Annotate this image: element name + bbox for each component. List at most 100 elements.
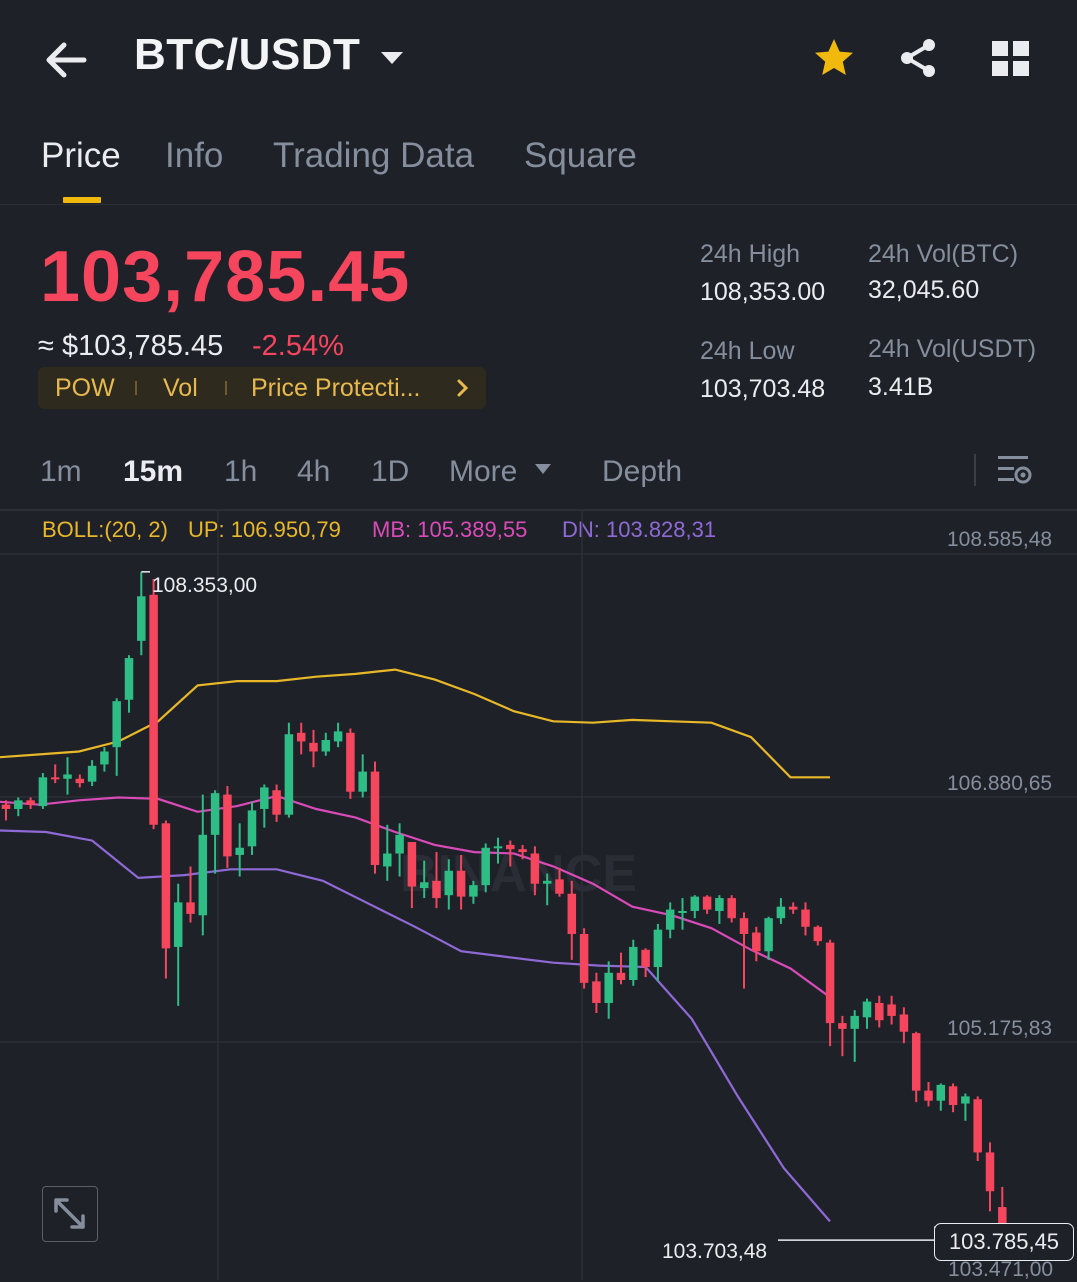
candle-body — [247, 810, 257, 847]
y-axis-label: 106.880,65 — [947, 772, 1052, 795]
candle-body — [358, 771, 367, 792]
divider — [0, 509, 1077, 511]
price-change-percent: -2.54% — [252, 330, 344, 362]
candle-body — [616, 972, 626, 980]
back-arrow-icon[interactable] — [40, 34, 92, 86]
candle-body — [210, 793, 220, 835]
current-price-tag[interactable]: 103.785,45 — [934, 1223, 1074, 1261]
candle-body — [936, 1084, 946, 1101]
caret-down-icon[interactable] — [533, 462, 553, 476]
stat-24h-vol-btc-label: 24h Vol(BTC) — [868, 240, 1019, 268]
last-price: 103,785.45 — [40, 237, 411, 317]
candle-body — [838, 1023, 847, 1029]
chart-grid — [0, 511, 1077, 1280]
stat-24h-vol-usdt-label: 24h Vol(USDT) — [868, 335, 1037, 363]
tab-trading-data[interactable]: Trading Data — [273, 136, 475, 175]
candle-body — [26, 800, 35, 805]
candle-body — [629, 946, 638, 980]
interval-1m[interactable]: 1m — [40, 455, 82, 488]
tag-bar[interactable]: POW Vol Price Protecti... — [38, 367, 486, 409]
divider — [974, 454, 976, 486]
candle-body — [825, 942, 835, 1024]
high-price-marker-label: 108.353,00 — [152, 574, 258, 597]
boll-lower-band — [0, 829, 831, 1223]
candle-body — [63, 774, 72, 779]
candle-body — [592, 981, 601, 1003]
tag-price-protection[interactable]: Price Protecti... — [251, 374, 421, 402]
expand-icon — [54, 1198, 85, 1229]
candle-body — [112, 701, 121, 748]
candle-body — [223, 794, 232, 857]
candle-body — [87, 765, 97, 782]
candle-body — [469, 885, 478, 897]
candle-body — [801, 909, 810, 927]
candle-body — [567, 893, 577, 934]
candle-body — [456, 870, 466, 897]
pair-title[interactable]: BTC/USDT — [134, 30, 361, 79]
candle-body — [727, 898, 736, 919]
candle-body — [284, 734, 294, 815]
candle-body — [579, 933, 589, 983]
candle-body — [998, 1207, 1007, 1228]
chevron-right-icon[interactable] — [452, 375, 474, 401]
interval-more[interactable]: More — [449, 455, 518, 488]
candle-body — [38, 777, 48, 807]
candle-body — [296, 732, 306, 742]
candle-body — [776, 906, 786, 919]
candle-body — [542, 880, 552, 884]
tag-vol[interactable]: Vol — [163, 374, 198, 402]
candle-body — [235, 847, 244, 855]
depth-tab[interactable]: Depth — [602, 455, 683, 488]
active-tab-indicator — [63, 197, 101, 203]
candle-body — [75, 778, 85, 784]
fiat-price: ≈ $103,785.45 — [38, 330, 224, 362]
candle-body — [961, 1096, 970, 1104]
candle-body — [665, 909, 675, 930]
interval-15m[interactable]: 15m — [123, 455, 184, 488]
tag-pow[interactable]: POW — [55, 374, 115, 402]
caret-down-icon[interactable] — [378, 46, 406, 70]
grid-icon[interactable] — [988, 38, 1034, 80]
candle-body — [604, 972, 613, 1003]
stat-24h-high-value: 108,353.00 — [700, 278, 826, 306]
tab-info[interactable]: Info — [165, 136, 224, 175]
interval-1d[interactable]: 1D — [371, 455, 410, 488]
candle-body — [395, 834, 404, 854]
candle-body — [173, 902, 183, 947]
candle-body — [850, 1015, 859, 1029]
candle-body — [137, 596, 146, 641]
candle-body — [813, 926, 823, 942]
tab-price[interactable]: Price — [41, 136, 121, 175]
candle-body — [14, 800, 23, 809]
interval-1h[interactable]: 1h — [224, 455, 258, 488]
boll-dn-value: DN: 103.828,31 — [562, 517, 717, 542]
candle-body — [530, 853, 540, 884]
candle-body — [653, 929, 663, 968]
star-icon[interactable] — [812, 36, 856, 80]
candle-body — [506, 844, 515, 850]
candle-body — [432, 880, 441, 899]
candle-body — [715, 898, 724, 911]
candle-body — [518, 849, 527, 853]
candle-body — [899, 1014, 909, 1032]
tab-square[interactable]: Square — [524, 136, 637, 175]
y-axis-label: 105.175,83 — [947, 1017, 1052, 1040]
boll-params[interactable]: BOLL:(20, 2) — [42, 517, 168, 542]
candle-body — [419, 882, 429, 889]
boll-mb-value: MB: 105.389,55 — [372, 517, 528, 542]
candle-body — [739, 918, 749, 934]
share-icon[interactable] — [896, 36, 940, 80]
chart-settings-icon[interactable] — [994, 452, 1034, 488]
candle-body — [641, 949, 650, 968]
fullscreen-button[interactable] — [42, 1186, 98, 1242]
candle-body — [333, 731, 343, 742]
candle-body — [124, 658, 134, 700]
candle-body — [370, 771, 380, 866]
y-axis-label: 108.585,48 — [947, 528, 1052, 551]
interval-4h[interactable]: 4h — [297, 455, 331, 488]
stat-24h-vol-btc-value: 32,045.60 — [868, 276, 980, 304]
candle-body — [161, 823, 171, 949]
candle-body — [985, 1152, 995, 1192]
candle-body — [481, 847, 490, 886]
